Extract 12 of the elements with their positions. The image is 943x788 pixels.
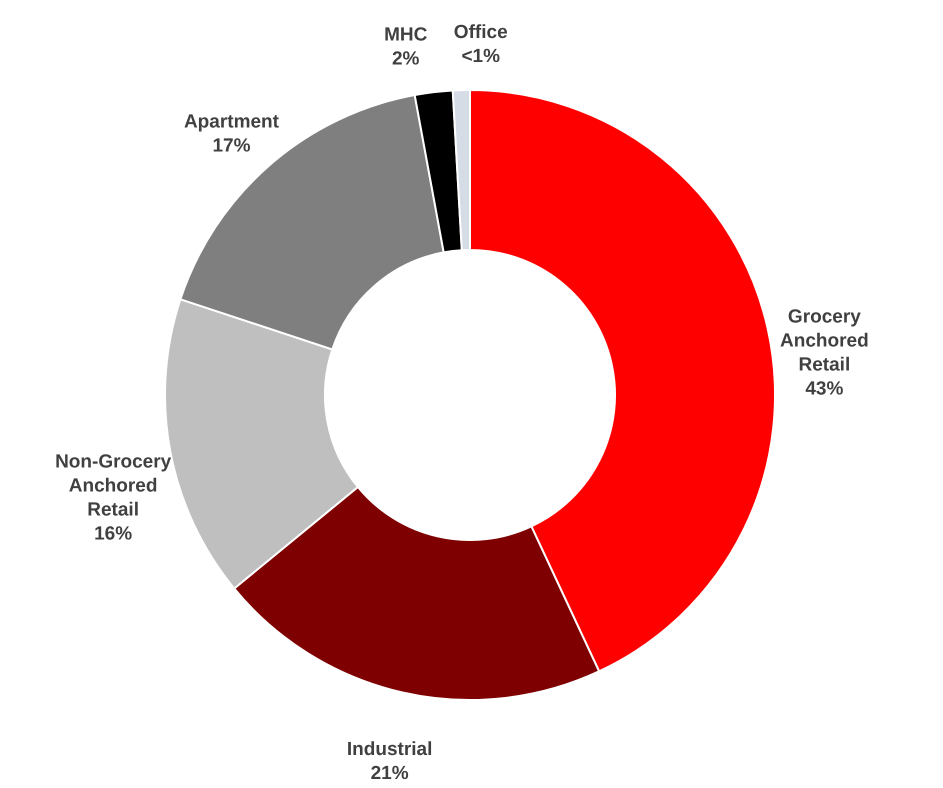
data-label: 2% bbox=[392, 48, 420, 70]
slice-label: Apartment bbox=[184, 111, 280, 132]
data-label: 43% bbox=[805, 378, 844, 400]
data-label: 16% bbox=[94, 523, 132, 544]
data-label: 21% bbox=[370, 762, 409, 784]
data-label: 17% bbox=[212, 135, 251, 156]
slice-label: MHC bbox=[384, 24, 428, 46]
slice-label: Grocery Anchored Retail bbox=[780, 306, 869, 376]
slice-label: Non-Grocery Anchored Retail bbox=[55, 451, 172, 520]
slice-label: Industrial bbox=[346, 738, 432, 760]
data-label: <1% bbox=[461, 46, 500, 68]
slice-label: Office bbox=[454, 22, 508, 44]
